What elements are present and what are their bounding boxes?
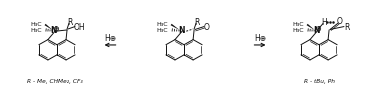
Text: OH: OH (73, 23, 85, 32)
Text: R: R (194, 18, 200, 27)
Text: +: + (54, 26, 59, 31)
Text: H₃C: H₃C (31, 28, 42, 33)
Polygon shape (307, 24, 315, 30)
Text: N: N (51, 26, 57, 35)
Text: H₃C: H₃C (156, 22, 168, 27)
Polygon shape (45, 24, 53, 30)
Text: H₃C: H₃C (293, 28, 304, 33)
Text: H: H (321, 18, 327, 27)
Text: R: R (344, 23, 350, 32)
Text: N: N (178, 26, 184, 35)
Text: O: O (204, 23, 210, 32)
Text: H₃C: H₃C (31, 22, 42, 27)
Text: H₃C: H₃C (156, 28, 168, 33)
Text: +: + (316, 26, 321, 31)
Text: R: R (67, 18, 73, 27)
Text: R - Me, CHMe₂, CF₃: R - Me, CHMe₂, CF₃ (27, 79, 83, 84)
Text: R - tBu, Ph: R - tBu, Ph (304, 79, 335, 84)
Text: O: O (337, 17, 343, 26)
Text: H⊕: H⊕ (254, 34, 266, 43)
Text: H₃C: H₃C (293, 22, 304, 27)
Text: N: N (313, 26, 319, 35)
Polygon shape (170, 24, 180, 30)
Text: H⊕: H⊕ (104, 34, 116, 43)
